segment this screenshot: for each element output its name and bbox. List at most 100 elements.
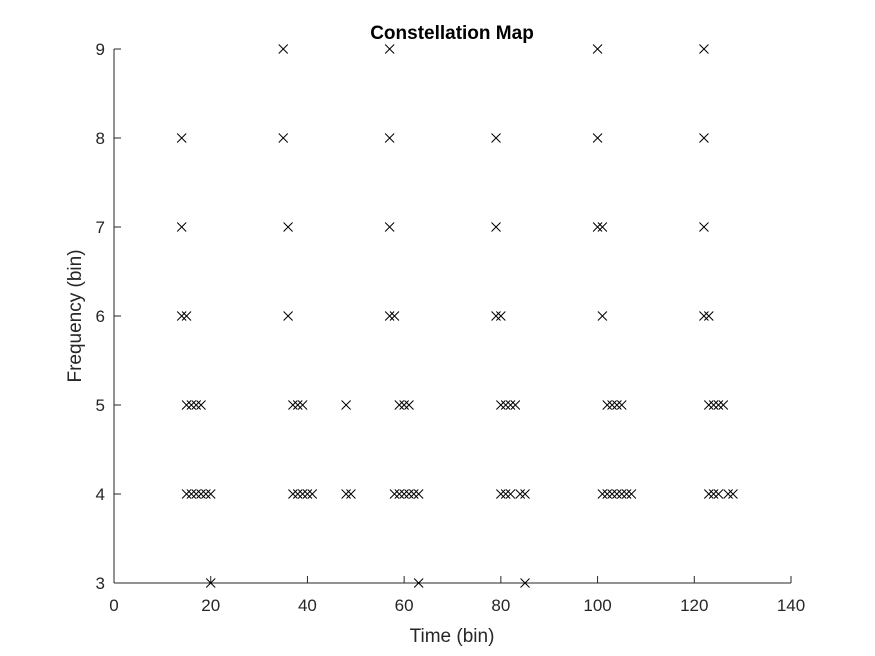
y-tick-label: 4 bbox=[96, 485, 105, 504]
data-point bbox=[384, 44, 395, 54]
data-point bbox=[292, 489, 303, 499]
data-point bbox=[408, 489, 419, 499]
data-point bbox=[384, 311, 395, 321]
data-point bbox=[510, 400, 521, 410]
data-point bbox=[708, 400, 719, 410]
data-point bbox=[384, 222, 395, 232]
x-tick-label: 80 bbox=[491, 596, 510, 615]
data-point bbox=[699, 44, 709, 54]
data-point bbox=[346, 489, 356, 499]
y-axis-label: Frequency (bin) bbox=[65, 249, 86, 382]
data-point bbox=[500, 400, 511, 410]
data-point bbox=[718, 400, 729, 410]
data-point bbox=[713, 489, 724, 499]
data-point bbox=[404, 400, 414, 410]
data-point bbox=[341, 400, 351, 410]
data-point bbox=[297, 489, 308, 499]
data-point bbox=[602, 400, 613, 410]
data-point bbox=[491, 222, 501, 232]
data-point bbox=[505, 489, 516, 499]
data-point bbox=[699, 133, 709, 143]
data-point bbox=[196, 489, 206, 499]
x-tick-label: 100 bbox=[583, 596, 611, 615]
data-point bbox=[389, 311, 400, 321]
data-point bbox=[616, 400, 627, 410]
x-tick-label: 20 bbox=[201, 596, 220, 615]
data-point bbox=[728, 489, 738, 499]
x-axis-ticks: 0 20 40 60 80 100 120 140 bbox=[109, 576, 805, 615]
data-point bbox=[491, 311, 501, 321]
data-point bbox=[413, 578, 424, 588]
y-tick-label: 3 bbox=[96, 574, 105, 593]
data-point bbox=[341, 489, 351, 499]
data-point bbox=[612, 489, 622, 499]
data-point bbox=[607, 489, 617, 499]
x-tick-label: 0 bbox=[109, 596, 118, 615]
data-point bbox=[283, 222, 293, 232]
data-point bbox=[191, 489, 202, 499]
data-point bbox=[302, 489, 313, 499]
scatter-markers bbox=[176, 44, 738, 588]
data-point bbox=[703, 400, 714, 410]
y-tick-label: 8 bbox=[96, 129, 105, 148]
y-tick-label: 6 bbox=[96, 307, 105, 326]
data-point bbox=[196, 400, 206, 410]
data-point bbox=[703, 311, 714, 321]
data-point bbox=[191, 400, 202, 410]
data-point bbox=[205, 578, 216, 588]
data-point bbox=[384, 133, 395, 143]
x-tick-label: 40 bbox=[298, 596, 317, 615]
data-point bbox=[181, 400, 192, 410]
data-point bbox=[703, 489, 714, 499]
data-point bbox=[505, 400, 516, 410]
data-point bbox=[201, 489, 211, 499]
data-point bbox=[297, 400, 308, 410]
y-axis-ticks: 3 4 5 6 7 8 9 bbox=[96, 40, 121, 593]
data-point bbox=[404, 489, 414, 499]
data-point bbox=[496, 489, 506, 499]
data-point bbox=[181, 489, 192, 499]
data-point bbox=[592, 222, 603, 232]
x-axis-label: Time (bin) bbox=[410, 626, 495, 647]
data-point bbox=[621, 489, 632, 499]
data-point bbox=[176, 133, 187, 143]
data-point bbox=[394, 400, 405, 410]
data-point bbox=[496, 311, 506, 321]
x-tick-label: 120 bbox=[680, 596, 708, 615]
data-point bbox=[288, 489, 298, 499]
data-point bbox=[699, 311, 709, 321]
data-point bbox=[708, 489, 719, 499]
data-point bbox=[515, 489, 526, 499]
data-point bbox=[597, 489, 608, 499]
data-point bbox=[602, 489, 613, 499]
data-point bbox=[176, 222, 187, 232]
data-point bbox=[616, 489, 627, 499]
data-point bbox=[597, 311, 608, 321]
y-tick-label: 5 bbox=[96, 396, 105, 415]
data-point bbox=[413, 489, 424, 499]
x-tick-label: 140 bbox=[777, 596, 805, 615]
data-point bbox=[607, 400, 617, 410]
data-point bbox=[597, 222, 608, 232]
data-point bbox=[292, 400, 303, 410]
data-point bbox=[288, 400, 298, 410]
data-point bbox=[399, 489, 409, 499]
data-point bbox=[278, 133, 289, 143]
y-tick-label: 9 bbox=[96, 40, 105, 59]
data-point bbox=[520, 578, 530, 588]
data-point bbox=[592, 133, 603, 143]
data-point bbox=[283, 311, 293, 321]
data-point bbox=[186, 489, 197, 499]
data-point bbox=[394, 489, 405, 499]
data-point bbox=[176, 311, 187, 321]
data-point bbox=[307, 489, 318, 499]
data-point bbox=[491, 133, 501, 143]
data-point bbox=[500, 489, 511, 499]
data-point bbox=[723, 489, 733, 499]
data-point bbox=[181, 311, 192, 321]
data-point bbox=[186, 400, 197, 410]
data-point bbox=[592, 44, 603, 54]
data-point bbox=[713, 400, 724, 410]
